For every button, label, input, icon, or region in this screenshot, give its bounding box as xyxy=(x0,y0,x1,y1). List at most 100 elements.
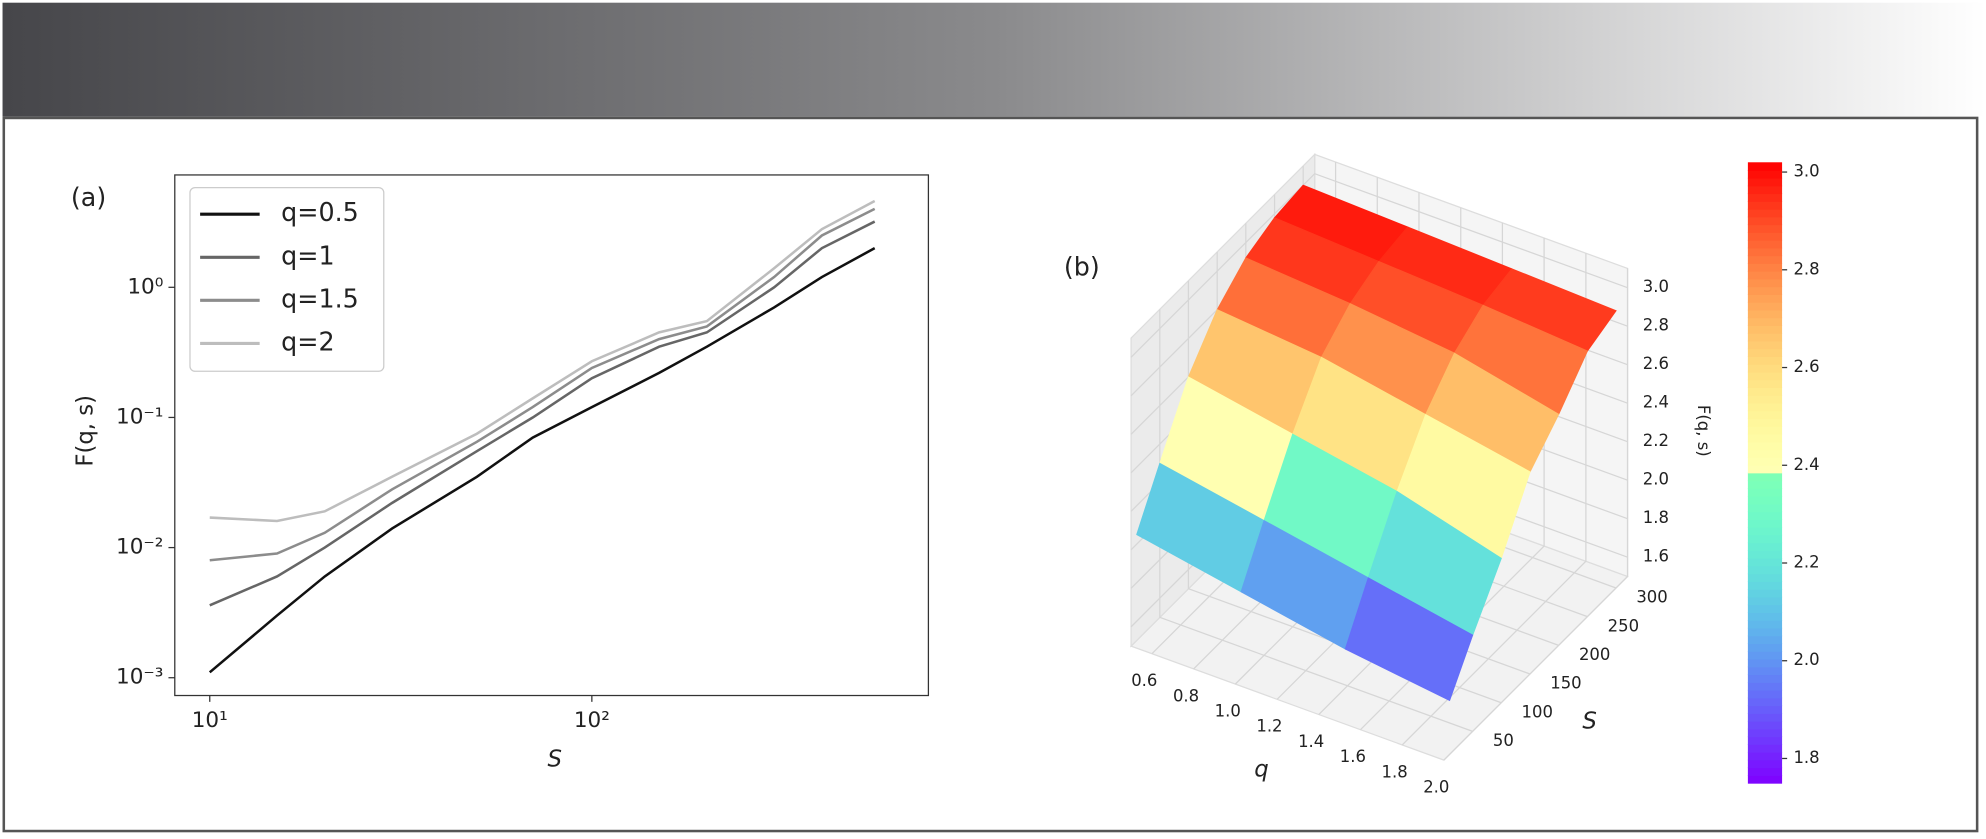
colorbar-segment xyxy=(1747,565,1783,575)
colorbar-segment xyxy=(1747,410,1783,420)
colorbar-segment xyxy=(1747,309,1783,319)
colorbar-segment xyxy=(1747,286,1783,295)
y-tick-label: 10⁰ xyxy=(127,274,163,299)
colorbar-tick-label: 2.8 xyxy=(1793,259,1819,278)
z-tick-label: 2.0 xyxy=(1643,470,1669,489)
colorbar-segment xyxy=(1747,402,1783,412)
colorbar-segment xyxy=(1747,193,1783,202)
colorbar-segment xyxy=(1747,247,1783,257)
header-band xyxy=(2,2,1986,117)
colorbar-segment xyxy=(1747,713,1783,722)
colorbar-segment xyxy=(1747,744,1783,753)
colorbar-segment xyxy=(1747,201,1783,210)
colorbar-segment xyxy=(1747,542,1783,551)
colorbar-segment xyxy=(1747,395,1783,404)
colorbar-segment xyxy=(1747,511,1783,520)
colorbar-segment xyxy=(1747,387,1783,396)
colorbar-segment xyxy=(1747,301,1783,311)
surface-patch xyxy=(1344,577,1474,702)
colorbar-segment xyxy=(1747,557,1783,567)
colorbar-segment xyxy=(1747,480,1783,489)
colorbar-segment xyxy=(1747,371,1783,381)
x-tick-label: 0.8 xyxy=(1173,686,1199,705)
colorbar-segment xyxy=(1747,216,1783,226)
colorbar-segment xyxy=(1747,627,1783,637)
colorbar-segment xyxy=(1747,224,1783,233)
panel-label: (b) xyxy=(1064,252,1100,282)
y-tick-label: 10⁻³ xyxy=(116,665,163,690)
colorbar-segment xyxy=(1747,588,1783,598)
colorbar-tick-label: 2.0 xyxy=(1793,650,1819,669)
colorbar-segment xyxy=(1747,433,1783,443)
x-axis-label: q xyxy=(1254,757,1268,783)
colorbar-segment xyxy=(1747,208,1783,218)
colorbar-segment xyxy=(1747,162,1783,171)
colorbar-segment xyxy=(1747,581,1783,590)
colorbar-segment xyxy=(1747,472,1783,482)
colorbar-segment xyxy=(1747,239,1783,249)
colorbar-segment xyxy=(1747,674,1783,683)
colorbar-segment xyxy=(1747,379,1783,389)
x-tick-label: 10² xyxy=(574,708,610,733)
y-tick-label: 100 xyxy=(1522,702,1553,721)
colorbar-segment xyxy=(1747,170,1783,179)
legend-box xyxy=(189,186,385,372)
colorbar-segment xyxy=(1747,596,1783,606)
colorbar-segment xyxy=(1747,666,1783,676)
colorbar-segment xyxy=(1747,441,1783,451)
colorbar-segment xyxy=(1747,363,1783,373)
colorbar-segment xyxy=(1747,325,1783,334)
x-tick-label: 2.0 xyxy=(1423,777,1449,796)
z-tick-label: 2.8 xyxy=(1643,316,1669,335)
colorbar-segment xyxy=(1747,278,1783,288)
legend-label: q=1 xyxy=(281,240,334,270)
y-axis-label: F(q, s) xyxy=(73,395,99,467)
legend-label: q=2 xyxy=(281,326,334,356)
colorbar-segment xyxy=(1747,488,1783,497)
colorbar-segment xyxy=(1747,775,1783,784)
colorbar-segment xyxy=(1747,464,1783,474)
colorbar-segment xyxy=(1747,348,1783,357)
colorbar-segment xyxy=(1747,728,1783,738)
grid-line xyxy=(1159,309,1473,732)
colorbar-segment xyxy=(1747,689,1783,699)
colorbar-segment xyxy=(1747,177,1783,187)
x-tick-label: 1.4 xyxy=(1298,732,1324,751)
panel-label: (a) xyxy=(71,182,106,212)
z-tick-label: 2.6 xyxy=(1643,354,1669,373)
grid-line xyxy=(1401,253,1587,746)
z-tick-label: 3.0 xyxy=(1643,277,1669,296)
colorbar-tick-label: 2.4 xyxy=(1793,455,1819,474)
y-tick-label: 200 xyxy=(1579,645,1610,664)
z-tick-label: 1.6 xyxy=(1643,547,1669,566)
x-tick-label: 1.6 xyxy=(1340,747,1366,766)
colorbar-segment xyxy=(1747,495,1783,505)
data-line xyxy=(209,207,876,562)
colorbar-segment xyxy=(1747,317,1783,326)
colorbar-segment xyxy=(1747,573,1783,582)
x-tick-label: 0.6 xyxy=(1131,671,1157,690)
data-line xyxy=(209,220,876,607)
data-line xyxy=(208,247,876,674)
y-tick-label: 150 xyxy=(1550,674,1581,693)
legend-label: q=0.5 xyxy=(281,197,359,227)
colorbar-segment xyxy=(1747,534,1783,544)
y-tick-label: 10⁻² xyxy=(116,535,163,560)
colorbar-segment xyxy=(1747,294,1783,303)
colorbar-segment xyxy=(1747,232,1783,241)
legend-label: q=1.5 xyxy=(281,283,359,313)
colorbar-segment xyxy=(1747,185,1783,195)
grid-line xyxy=(1443,268,1629,761)
x-tick-label: 1.0 xyxy=(1215,701,1241,720)
colorbar-tick-label: 2.2 xyxy=(1793,553,1819,572)
colorbar-segment xyxy=(1747,682,1783,691)
colorbar-segment xyxy=(1747,255,1783,264)
colorbar-segment xyxy=(1747,263,1783,272)
colorbar-tick-label: 3.0 xyxy=(1793,162,1819,181)
y-tick-label: 10⁻¹ xyxy=(116,404,163,429)
z-tick-label: 2.2 xyxy=(1643,431,1669,450)
colorbar-segment xyxy=(1747,270,1783,280)
colorbar-segment xyxy=(1747,619,1783,629)
data-line xyxy=(209,199,876,523)
